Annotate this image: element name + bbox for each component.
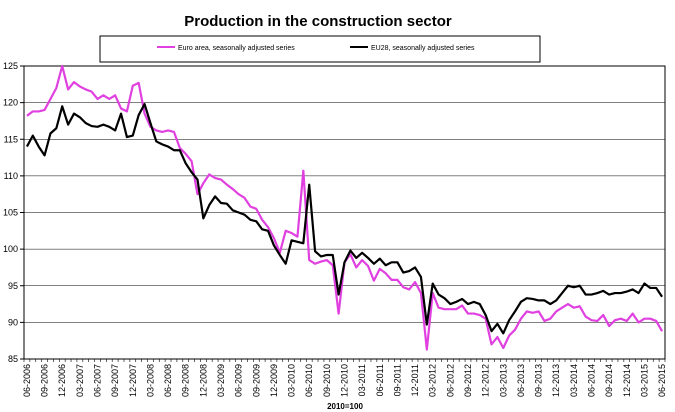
x-tick-label: 09-2007 — [110, 364, 120, 397]
x-tick-label: 03-2009 — [216, 364, 226, 397]
y-tick-label: 85 — [8, 354, 18, 364]
x-tick-label: 09-2010 — [322, 364, 332, 397]
x-axis-ticks: 06-2006 09-2006 12-2006 03-2007 06-2007 09-20… — [22, 359, 667, 397]
x-tick-label: 06-2011 — [375, 364, 385, 396]
x-axis-note: 2010=100 — [327, 402, 363, 411]
x-tick-label: 12-2014 — [622, 364, 632, 397]
series-lines — [25, 64, 664, 351]
y-tick-label: 95 — [8, 281, 18, 291]
x-tick-label: 03-2012 — [428, 364, 438, 397]
x-tick-label: 03-2011 — [357, 364, 367, 396]
x-tick-label: 09-2014 — [604, 364, 614, 397]
y-tick-label: 90 — [8, 317, 18, 327]
x-tick-label: 09-2012 — [463, 364, 473, 397]
x-tick-label: 09-2009 — [251, 364, 261, 397]
x-tick-label: 12-2007 — [128, 364, 138, 397]
x-tick-label: 03-2010 — [287, 364, 297, 397]
legend-box — [99, 35, 541, 63]
y-tick-label: 115 — [4, 134, 18, 144]
x-tick-label: 09-2006 — [40, 364, 50, 397]
x-tick-label: 12-2012 — [481, 364, 491, 397]
x-tick-label: 09-2011 — [392, 364, 402, 396]
x-tick-label: 06-2006 — [22, 364, 32, 397]
x-tick-label: 06-2015 — [657, 364, 667, 397]
x-tick-label: 06-2008 — [163, 364, 173, 397]
x-tick-label: 12-2009 — [269, 364, 279, 397]
y-tick-label: 105 — [3, 208, 18, 218]
x-tick-label: 12-2006 — [57, 364, 67, 397]
series-line-euro-area — [26, 64, 664, 351]
x-tick-label: 12-2013 — [551, 364, 561, 397]
x-tick-label: 03-2014 — [569, 364, 579, 397]
x-tick-label: 12-2011 — [410, 364, 420, 396]
y-tick-label: 110 — [4, 171, 18, 181]
series-line-eu28 — [25, 102, 663, 335]
y-tick-label: 100 — [3, 244, 18, 254]
y-tick-label: 120 — [3, 98, 18, 108]
x-tick-label: 06-2013 — [516, 364, 526, 397]
x-tick-label: 09-2013 — [534, 364, 544, 397]
legend-label-euro-area: Euro area, seasonally adjusted series — [178, 45, 295, 52]
x-tick-label: 06-2007 — [93, 364, 103, 397]
gridlines — [24, 102, 665, 323]
x-tick-label: 03-2015 — [639, 364, 649, 397]
y-axis-ticks: 85 90 95 100 105 110 115 120 125 — [3, 61, 24, 364]
x-tick-label: 06-2014 — [586, 364, 596, 397]
x-tick-label: 03-2008 — [145, 364, 155, 397]
x-tick-label: 06-2010 — [304, 364, 314, 397]
x-tick-label: 12-2008 — [198, 364, 208, 397]
x-tick-label: 09-2008 — [181, 364, 191, 397]
x-tick-label: 12-2010 — [340, 364, 350, 397]
chart-title: Production in the construction sector — [184, 13, 452, 30]
legend-label-eu28: EU28, seasonally adjusted series — [371, 45, 475, 52]
x-tick-label: 03-2013 — [498, 364, 508, 397]
legend: Euro area, seasonally adjusted series EU… — [99, 35, 541, 63]
x-tick-label: 03-2007 — [75, 364, 85, 397]
x-tick-label: 06-2012 — [445, 364, 455, 397]
x-tick-label: 06-2009 — [234, 364, 244, 397]
y-tick-label: 125 — [3, 61, 18, 71]
